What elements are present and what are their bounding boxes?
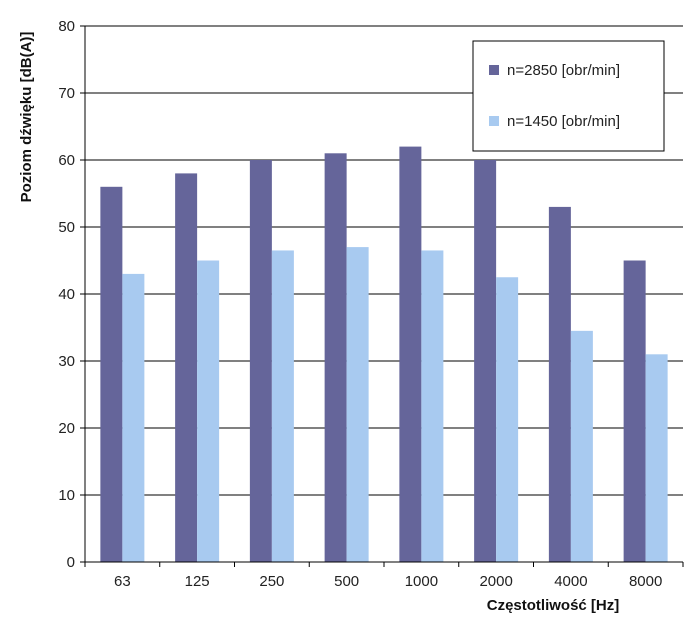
bar-series-2-63 (122, 273, 145, 562)
bar-series-1-500 (324, 153, 347, 563)
axes (84, 26, 684, 567)
y-tick-label: 0 (67, 554, 75, 571)
x-tick-label: 8000 (629, 573, 662, 590)
y-tick-label: 10 (58, 487, 75, 504)
bar-series-1-4000 (548, 206, 571, 562)
x-tick-label: 1000 (405, 573, 438, 590)
bar-series-2-8000 (645, 354, 668, 562)
bar-series-2-1000 (421, 250, 444, 562)
bar-series-2-2000 (496, 277, 519, 562)
bar-series-1-2000 (474, 160, 497, 562)
x-tick-label: 63 (114, 573, 131, 590)
x-tick-label: 4000 (554, 573, 587, 590)
y-tick-label: 80 (58, 18, 75, 35)
x-tick-label: 250 (259, 573, 284, 590)
bar-series-1-250 (249, 160, 272, 562)
bar-series-2-125 (197, 260, 220, 562)
x-axis-title: Częstotliwość [Hz] (487, 597, 620, 614)
bar-series-2-4000 (570, 330, 593, 562)
y-axis-title: Poziom dźwięku [dB(A)] (18, 32, 35, 203)
legend: n=2850 [obr/min] n=1450 [obr/min] (472, 40, 665, 152)
x-tick-labels: 63 125 250 500 1000 2000 4000 8000 (114, 573, 662, 590)
legend-swatch-series-1 (489, 65, 499, 75)
bar-series-1-63 (100, 186, 123, 563)
legend-label-series-1: n=2850 [obr/min] (507, 62, 620, 79)
legend-swatch-series-2 (489, 116, 499, 126)
x-tick-label: 125 (185, 573, 210, 590)
x-tick-label: 2000 (479, 573, 512, 590)
y-tick-label: 40 (58, 286, 75, 303)
y-tick-label: 30 (58, 353, 75, 370)
legend-box (472, 40, 665, 152)
y-tick-label: 60 (58, 152, 75, 169)
bar-series-2-250 (271, 250, 294, 562)
y-tick-label: 50 (58, 219, 75, 236)
bar-series-1-125 (175, 173, 198, 562)
x-tick-label: 500 (334, 573, 359, 590)
y-tick-label: 70 (58, 85, 75, 102)
bars (100, 146, 668, 563)
legend-label-series-2: n=1450 [obr/min] (507, 113, 620, 130)
bar-series-1-8000 (623, 260, 646, 562)
bar-series-1-1000 (399, 146, 422, 562)
y-tick-labels: 0 10 20 30 40 50 60 70 80 (58, 18, 75, 571)
y-tick-label: 20 (58, 420, 75, 437)
bar-series-2-500 (346, 247, 369, 562)
